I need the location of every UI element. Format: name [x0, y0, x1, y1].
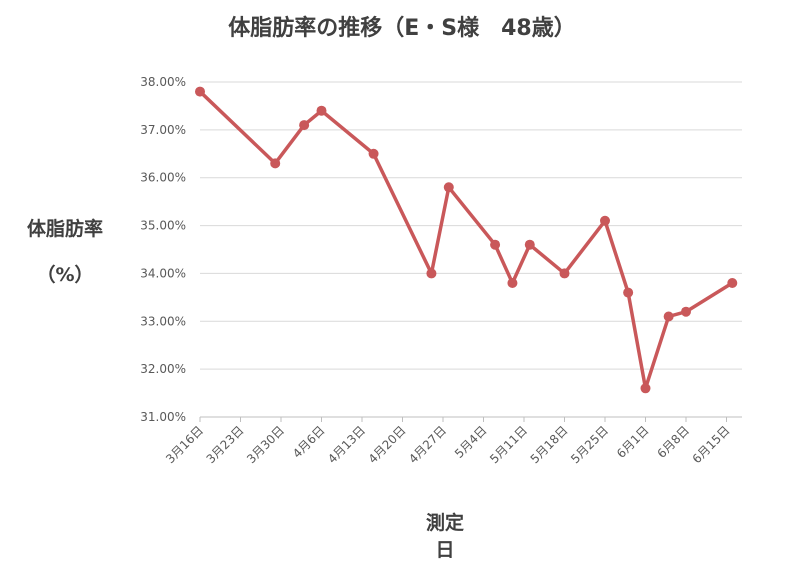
x-tick-label: 3月30日 [244, 423, 287, 466]
x-tick-label: 6月8日 [654, 423, 692, 461]
y-tick-label: 32.00% [140, 362, 186, 376]
data-point [524, 239, 535, 250]
data-point [507, 278, 518, 288]
data-point [270, 158, 281, 169]
data-point [426, 268, 437, 279]
chart-title: 体脂肪率の推移（E・S様 48歳） [228, 16, 576, 41]
data-point [640, 383, 651, 394]
data-point [368, 148, 379, 159]
line-chart: 31.00% 32.00% 33.00% 34.00% 35.00% 36.00% 37.0… [140, 75, 742, 466]
x-tick-label: 5月18日 [528, 423, 571, 466]
y-tick-label: 38.00% [140, 75, 186, 89]
y-tick-label: 35.00% [140, 219, 186, 233]
x-tick-label: 3月23日 [204, 423, 247, 466]
y-tick-label: 33.00% [140, 314, 186, 328]
x-tick-label: 4月27日 [406, 423, 449, 466]
data-point [663, 311, 674, 322]
data-point [623, 287, 634, 298]
y-axis-unit-label: （%） [36, 264, 94, 286]
data-point [443, 182, 454, 193]
y-axis-label: 体脂肪率 [26, 218, 103, 240]
data-point [490, 239, 501, 250]
x-tick-label: 3月16日 [163, 423, 206, 466]
y-tick-label: 36.00% [140, 171, 186, 185]
y-tick-label: 37.00% [140, 123, 186, 137]
x-tick-label: 5月25日 [568, 423, 611, 466]
data-point [559, 268, 570, 279]
data-point [600, 215, 610, 226]
x-tick-label: 5月4日 [452, 423, 490, 461]
y-tick-label: 34.00% [140, 266, 186, 280]
x-tick-label: 4月20日 [366, 423, 409, 466]
x-tick-label: 4月13日 [325, 423, 368, 466]
data-point [727, 278, 738, 288]
series-line [198, 89, 735, 391]
x-tick-label: 4月6日 [290, 423, 328, 461]
data-point [299, 120, 310, 131]
x-tick-label: 6月15日 [690, 423, 733, 466]
x-tick-label: 6月1日 [614, 423, 652, 461]
data-point [681, 306, 691, 317]
y-tick-label: 31.00% [140, 410, 186, 424]
data-point [195, 86, 205, 97]
x-tick-label: 5月11日 [487, 423, 530, 466]
data-point [316, 105, 327, 116]
